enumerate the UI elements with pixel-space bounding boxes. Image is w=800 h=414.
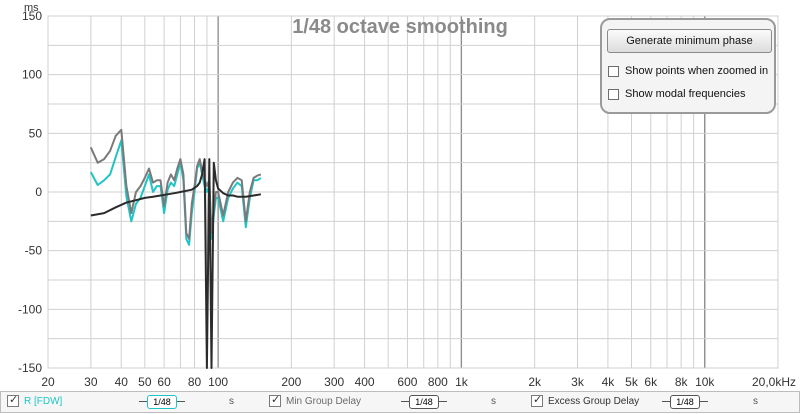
y-tick-label: -150 bbox=[18, 361, 42, 375]
x-tick-label: 100 bbox=[208, 375, 228, 389]
legend-min-group-delay-smoothing[interactable]: 1/48 bbox=[401, 395, 447, 409]
legend-excess-group-delay-smoothing[interactable]: 1/48 bbox=[662, 395, 708, 409]
x-tick-label: 2k bbox=[528, 375, 542, 389]
x-tick-label: 10k bbox=[695, 375, 715, 389]
show-points-label: Show points when zoomed in bbox=[625, 65, 769, 77]
y-axis-ticks: 150 100 50 0 -50 -100 -150 bbox=[18, 9, 42, 375]
data-series bbox=[89, 128, 262, 369]
legend-excess-group-delay-unit: s bbox=[753, 396, 758, 407]
y-tick-label: 150 bbox=[22, 9, 42, 23]
x-tick-label: 3k bbox=[571, 375, 585, 389]
chart-title: 1/48 octave smoothing bbox=[292, 16, 508, 38]
x-tick-label: 4k bbox=[602, 375, 616, 389]
legend-excess-group-delay-label: Excess Group Delay bbox=[548, 395, 640, 407]
legend-item-min-group-delay[interactable]: Min Group Delay bbox=[269, 393, 362, 407]
y-tick-label: -100 bbox=[18, 302, 42, 316]
show-points-checkbox[interactable] bbox=[608, 65, 619, 77]
legend-r-fdw-checkbox[interactable] bbox=[7, 393, 19, 407]
options-panel: Generate minimum phase Show points when … bbox=[600, 18, 776, 114]
x-tick-label: 400 bbox=[355, 375, 375, 389]
x-tick-label: 200 bbox=[281, 375, 301, 389]
x-tick-label: 20,0kHz bbox=[752, 375, 796, 389]
legend-item-r-fdw[interactable]: R [FDW] bbox=[7, 393, 63, 407]
y-tick-label: 50 bbox=[29, 126, 43, 140]
legend-min-group-delay-checkbox[interactable] bbox=[269, 393, 281, 407]
legend-item-excess-group-delay[interactable]: Excess Group Delay bbox=[531, 393, 640, 407]
show-modal-checkbox[interactable] bbox=[608, 88, 619, 100]
y-axis-unit: ms bbox=[24, 2, 39, 14]
x-tick-label: 50 bbox=[138, 375, 152, 389]
y-tick-label: 0 bbox=[35, 185, 42, 199]
show-points-option[interactable]: Show points when zoomed in bbox=[608, 65, 768, 77]
x-tick-label: 600 bbox=[397, 375, 417, 389]
x-tick-label: 5k bbox=[625, 375, 639, 389]
x-tick-label: 20 bbox=[41, 375, 55, 389]
show-modal-option[interactable]: Show modal frequencies bbox=[608, 88, 745, 100]
x-tick-label: 40 bbox=[115, 375, 129, 389]
legend-r-fdw-smoothing[interactable]: 1/48 bbox=[139, 395, 185, 409]
series-line-3 bbox=[90, 158, 262, 369]
x-tick-label: 60 bbox=[157, 375, 171, 389]
legend-bar: R [FDW] 1/48 s Min Group Delay 1/48 s Ex… bbox=[0, 391, 800, 413]
x-tick-label: 6k bbox=[644, 375, 658, 389]
y-tick-label: -50 bbox=[25, 244, 43, 258]
show-modal-label: Show modal frequencies bbox=[625, 88, 746, 100]
x-axis-ticks: 20 30 40 50 60 80 100 200 300 400 600 800 1k 2k 3k 4k 5k… bbox=[41, 375, 796, 389]
x-tick-label: 1k bbox=[455, 375, 469, 389]
x-tick-label: 8k bbox=[675, 375, 689, 389]
x-tick-label: 80 bbox=[188, 375, 202, 389]
legend-min-group-delay-label: Min Group Delay bbox=[286, 395, 362, 407]
legend-excess-group-delay-checkbox[interactable] bbox=[531, 393, 543, 407]
series-line-1 bbox=[89, 139, 262, 246]
series-line-2 bbox=[89, 128, 262, 240]
x-tick-label: 30 bbox=[84, 375, 98, 389]
x-tick-label: 800 bbox=[428, 375, 448, 389]
generate-minimum-phase-button[interactable]: Generate minimum phase bbox=[607, 29, 772, 53]
legend-min-group-delay-unit: s bbox=[491, 396, 496, 407]
x-tick-label: 300 bbox=[324, 375, 344, 389]
y-tick-label: 100 bbox=[22, 68, 42, 82]
legend-r-fdw-label: R [FDW] bbox=[24, 395, 63, 407]
legend-r-fdw-unit: s bbox=[229, 396, 234, 407]
